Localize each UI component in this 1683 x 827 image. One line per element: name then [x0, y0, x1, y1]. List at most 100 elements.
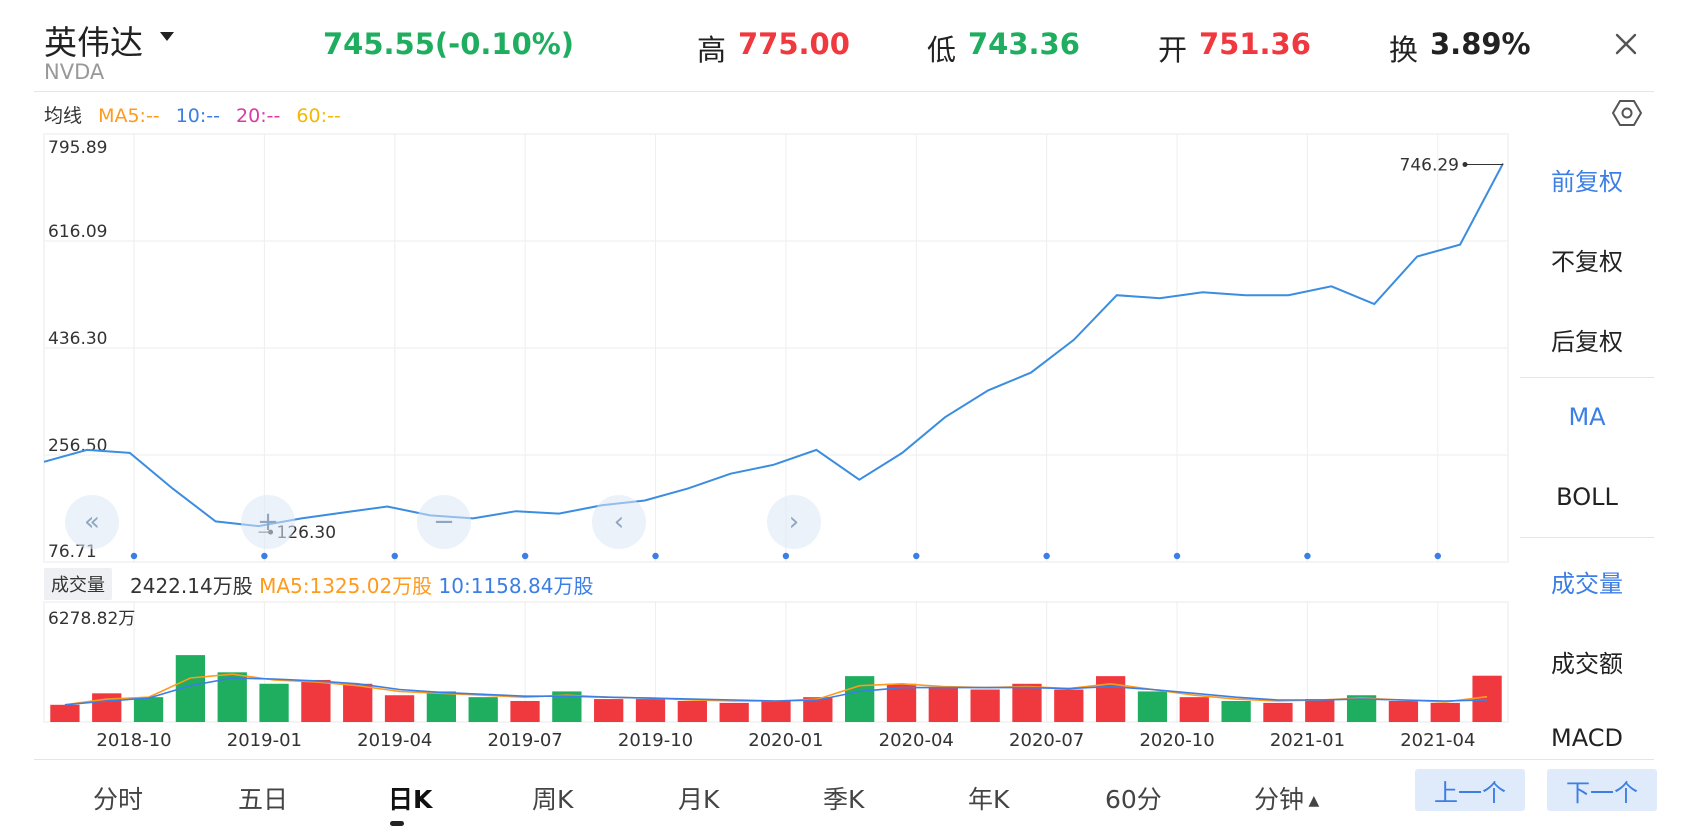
double-chevron-left-icon: «	[84, 507, 100, 537]
low-label: 低	[927, 33, 957, 67]
tab-yearly-k[interactable]: 年K	[968, 785, 1010, 814]
volume-bar	[1179, 697, 1209, 722]
high-label: 高	[697, 33, 727, 67]
x-tick-dot	[652, 552, 659, 560]
volume-bar	[845, 676, 875, 722]
max-price-label: 746.29	[1400, 156, 1459, 176]
scroll-left-button[interactable]: ‹	[592, 495, 646, 549]
x-tick-dot	[521, 552, 529, 560]
tab-60-min[interactable]: 60分	[1105, 785, 1162, 814]
volume-y-tick-label: 6278.82万	[48, 609, 135, 629]
side-item-ma[interactable]: MA	[1568, 403, 1606, 431]
rewind-button[interactable]: «	[65, 495, 119, 549]
side-item-forward-adjusted[interactable]: 前复权	[1551, 168, 1623, 196]
side-item-macd[interactable]: MACD	[1551, 724, 1623, 752]
ma-legend-title: 均线	[44, 105, 83, 127]
x-tick-dot	[1304, 552, 1311, 560]
tab-quarterly-k[interactable]: 季K	[823, 785, 865, 814]
side-item-volume[interactable]: 成交量	[1551, 570, 1623, 598]
volume-bar	[92, 693, 122, 722]
volume-ma5: MA5:1325.02万股	[259, 574, 433, 598]
volume-bar	[970, 689, 1000, 722]
volume-bar	[343, 683, 373, 722]
x-tick-label: 2021-01	[1270, 730, 1345, 751]
volume-bar	[50, 704, 80, 722]
tab-weekly-k[interactable]: 周K	[532, 785, 574, 814]
chevron-right-icon: ›	[788, 507, 800, 537]
volume-bar	[719, 702, 749, 722]
x-tick-dot	[130, 552, 138, 560]
footer-divider	[34, 759, 1654, 760]
volume-bar	[886, 683, 917, 722]
tab-minute[interactable]: 分钟 ▲	[1254, 780, 1319, 816]
x-tick-dot	[1434, 552, 1442, 560]
volume-bar	[677, 700, 707, 722]
volume-bar	[1305, 699, 1335, 722]
volume-bar	[301, 679, 331, 722]
open-value: 751.36	[1199, 27, 1311, 61]
volume-bar	[594, 699, 624, 722]
volume-legend: 2422.14万股 MA5:1325.02万股 10:1158.84万股	[130, 570, 593, 599]
tab-five-day[interactable]: 五日	[238, 785, 289, 814]
ma60-legend: 60:--	[296, 105, 341, 127]
x-tick-label: 2021-04	[1400, 730, 1475, 751]
x-tick-label: 2019-04	[357, 730, 432, 751]
settings-icon[interactable]	[1612, 98, 1642, 128]
zoom-out-button[interactable]: −	[417, 495, 471, 549]
turnover-value: 3.89%	[1430, 27, 1531, 61]
ma10-legend: 10:--	[175, 105, 220, 127]
side-item-backward-adjusted[interactable]: 后复权	[1551, 328, 1623, 356]
volume-bar	[259, 683, 289, 722]
tab-daily-k[interactable]: 日K	[388, 785, 433, 814]
volume-bar	[133, 697, 164, 722]
plus-icon: +	[257, 507, 279, 537]
x-tick-label: 2019-10	[618, 730, 693, 751]
volume-bar	[1263, 702, 1293, 722]
zoom-in-button[interactable]: +	[241, 495, 295, 549]
x-tick-label: 2020-07	[1009, 730, 1084, 751]
tab-monthly-k[interactable]: 月K	[678, 785, 720, 814]
close-icon[interactable]	[1610, 28, 1642, 60]
side-item-turnover[interactable]: 成交额	[1551, 650, 1623, 678]
tab-minute-label: 分钟	[1254, 785, 1305, 814]
y-tick-label: 436.30	[48, 329, 107, 349]
x-tick-dot	[913, 552, 920, 560]
x-tick-label: 2019-07	[488, 730, 563, 751]
volume-bar	[510, 700, 540, 722]
volume-bar	[1430, 702, 1460, 722]
x-tick-label: 2020-04	[879, 730, 954, 751]
turnover-label: 换	[1389, 33, 1419, 67]
y-tick-label: 616.09	[48, 222, 107, 242]
max-marker-dot	[1462, 162, 1468, 168]
price-change: 745.55(-0.10%)	[323, 27, 575, 61]
tab-intraday[interactable]: 分时	[93, 785, 144, 814]
minus-icon: −	[433, 507, 455, 537]
volume-bar	[928, 687, 958, 722]
stock-name[interactable]: 英伟达	[44, 23, 143, 62]
volume-bar	[426, 691, 457, 722]
ma20-legend: 20:--	[236, 105, 281, 127]
side-item-boll[interactable]: BOLL	[1556, 483, 1618, 511]
x-tick-dot	[261, 552, 268, 560]
volume-bar	[1472, 675, 1502, 722]
scroll-right-button[interactable]: ›	[767, 495, 821, 549]
next-button[interactable]: 下一个	[1547, 769, 1657, 811]
chevron-down-icon[interactable]	[160, 32, 174, 41]
volume-tag: 成交量	[44, 568, 112, 600]
ma5-legend: MA5:--	[98, 105, 160, 127]
side-item-unadjusted[interactable]: 不复权	[1551, 248, 1623, 276]
high-value: 775.00	[738, 27, 850, 61]
x-tick-dot	[1173, 552, 1181, 560]
x-tick-dot	[391, 552, 398, 560]
volume-bar	[761, 700, 791, 722]
stock-code: NVDA	[44, 60, 105, 84]
prev-button[interactable]: 上一个	[1415, 769, 1525, 811]
volume-bar	[803, 697, 833, 722]
caret-up-icon: ▲	[1304, 793, 1320, 809]
volume-ma10: 10:1158.84万股	[438, 574, 594, 598]
side-divider	[1520, 377, 1654, 378]
open-label: 开	[1158, 33, 1188, 67]
x-tick-label: 2019-01	[227, 730, 302, 751]
header-divider	[34, 91, 1654, 92]
